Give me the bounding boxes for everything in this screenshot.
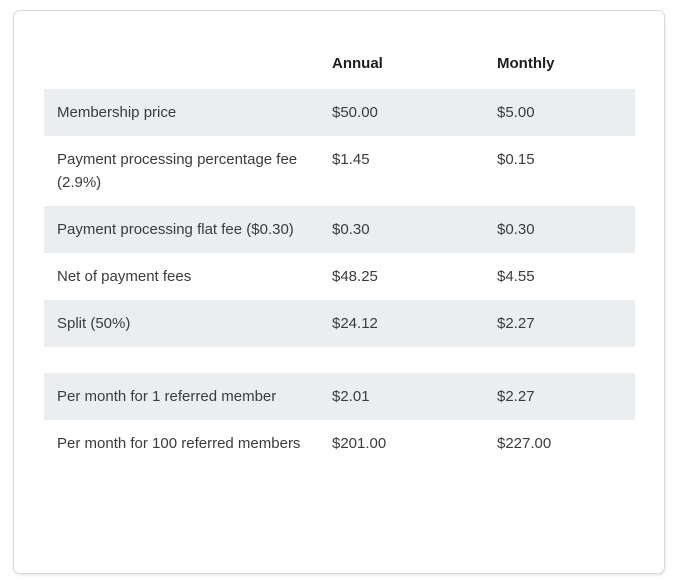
annual-value: $0.30 bbox=[319, 206, 484, 253]
table-row: Payment processing percentage fee (2.9%)… bbox=[44, 136, 635, 206]
monthly-value: $4.55 bbox=[497, 268, 535, 285]
pricing-table-container: Annual Monthly Membership price $50.00 $… bbox=[14, 11, 664, 467]
table-row: Net of payment fees $48.25 $4.55 bbox=[44, 253, 635, 300]
spacer-row bbox=[44, 347, 635, 373]
annual-value: $2.01 bbox=[319, 373, 484, 420]
annual-value: $50.00 bbox=[319, 89, 484, 136]
monthly-value bbox=[484, 347, 635, 373]
annual-value: $1.45 bbox=[332, 151, 370, 168]
monthly-value: $5.00 bbox=[484, 89, 635, 136]
header-row: Annual Monthly bbox=[44, 45, 635, 89]
monthly-value: $2.27 bbox=[484, 300, 635, 347]
row-label: Per month for 100 referred members bbox=[57, 435, 301, 452]
table-row: Per month for 1 referred member $2.01 $2… bbox=[44, 373, 635, 420]
monthly-value: $2.27 bbox=[484, 373, 635, 420]
pricing-card: Annual Monthly Membership price $50.00 $… bbox=[13, 10, 665, 574]
monthly-value: $0.30 bbox=[484, 206, 635, 253]
table-row: Per month for 100 referred members $201.… bbox=[44, 420, 635, 467]
monthly-value: $0.15 bbox=[497, 151, 535, 168]
monthly-column-header: Monthly bbox=[497, 55, 555, 72]
row-label: Membership price bbox=[44, 89, 319, 136]
row-label: Payment processing percentage fee (2.9%) bbox=[57, 151, 298, 191]
row-label: Net of payment fees bbox=[57, 268, 192, 285]
annual-value: $201.00 bbox=[332, 435, 387, 452]
row-label bbox=[44, 347, 319, 373]
annual-value: $48.25 bbox=[332, 268, 378, 285]
row-label: Per month for 1 referred member bbox=[44, 373, 319, 420]
label-column-header bbox=[44, 45, 319, 89]
row-label: Payment processing flat fee ($0.30) bbox=[44, 206, 319, 253]
table-row: Split (50%) $24.12 $2.27 bbox=[44, 300, 635, 347]
row-label: Split (50%) bbox=[44, 300, 319, 347]
annual-value bbox=[319, 347, 484, 373]
monthly-value: $227.00 bbox=[497, 435, 552, 452]
annual-value: $24.12 bbox=[319, 300, 484, 347]
annual-column-header: Annual bbox=[332, 55, 383, 72]
pricing-table: Annual Monthly Membership price $50.00 $… bbox=[44, 45, 635, 467]
table-row: Membership price $50.00 $5.00 bbox=[44, 89, 635, 136]
table-row: Payment processing flat fee ($0.30) $0.3… bbox=[44, 206, 635, 253]
